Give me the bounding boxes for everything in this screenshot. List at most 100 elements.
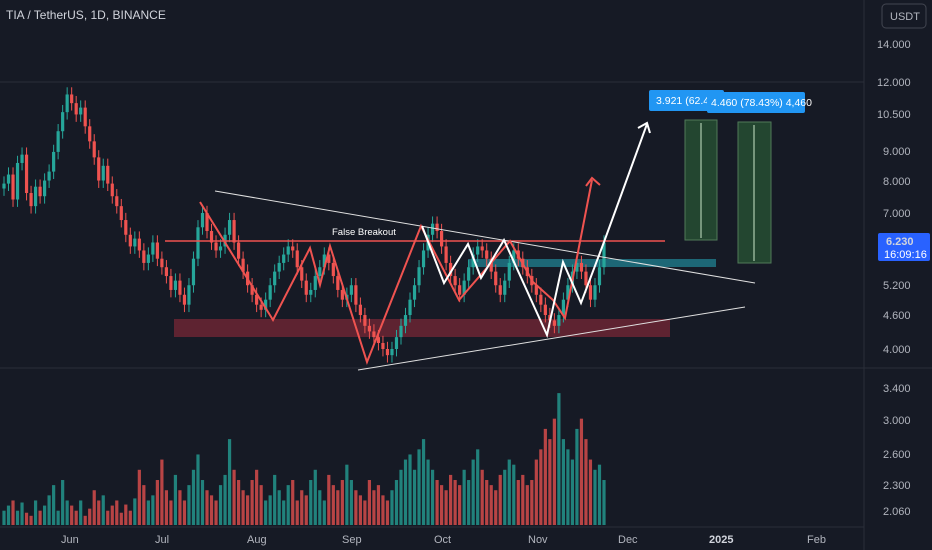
candle-body [588,285,593,300]
volume-bar [458,485,462,525]
candle-body [313,276,317,290]
candle-body [33,186,38,207]
candle-body [24,154,29,194]
volume-bar [15,510,20,525]
volume-bar [61,480,65,525]
volume-bar [381,495,385,525]
vol-tick-2600: 2.600 [883,449,911,461]
volume-bar [43,505,47,525]
candle-body [354,285,358,305]
candle-body [88,126,92,142]
candle-body [507,262,511,281]
candle-body [101,165,105,181]
candle-body [155,242,159,259]
target-label-1-box[interactable] [649,90,724,111]
upper-trendline [214,190,756,284]
volume-bar [133,498,137,525]
volume-bar [164,490,169,525]
white-arrow-head [637,121,651,134]
volume-bar [557,393,561,525]
candle-body [309,289,313,295]
currency-button[interactable] [881,3,927,29]
candle-body [29,193,33,207]
candle-body [11,174,15,200]
volume-bar [512,464,516,525]
white-zigzag [421,123,648,339]
candle-body [259,304,263,310]
volume-bar [570,459,575,525]
candle-body [119,206,123,221]
candle-body [227,220,232,235]
target-label-2-box[interactable] [707,92,805,113]
volume-bar [142,485,146,525]
candle-body [196,227,200,259]
candle-body [47,171,51,181]
candle-body [467,267,471,281]
volume-bar [65,500,69,525]
volume-bar [412,469,417,525]
candle-body [282,254,286,263]
candle-body [593,285,597,300]
volume-bar [304,495,308,525]
red-zigzag [199,179,593,365]
volume-bar [336,490,340,525]
vol-tick-3400: 3.400 [883,383,911,395]
candle-body [539,294,543,305]
candle-body [340,289,344,300]
candle-body [241,258,245,272]
candle-body [178,280,182,295]
volume-bar [494,490,498,525]
candle-body [79,107,83,115]
volume-bar [264,500,268,525]
countdown: 16:09:16 [884,249,927,261]
volume-bar [137,469,141,525]
candle-body [61,112,65,132]
volume-bar [182,500,187,525]
volume-bar [327,474,331,525]
volume-bar [97,500,101,525]
candle-body [417,267,421,286]
volume-bar [88,508,92,525]
volume-bar [218,485,223,525]
volume-bar [516,480,520,525]
volume-bar [29,515,33,525]
volume-bar [467,480,471,525]
volume-bar [579,418,584,525]
candle-body [503,280,507,295]
volume-bar [178,490,182,525]
volume-bar [539,449,543,525]
volume-bar [318,490,322,525]
volume-bar [449,474,453,525]
volume-bar [331,485,335,525]
volume-bar [115,500,119,525]
candle-body [209,231,214,243]
candle-body [430,223,435,235]
volume-bar [56,510,60,525]
volume-bar [597,464,602,525]
volume-bar [385,500,390,525]
volume-bar [602,480,606,525]
last-price: 6.230 [886,236,914,248]
volume-bar [476,449,480,525]
support-zone [174,319,670,337]
candle-body [83,107,87,127]
x-tick-oct: Oct [434,534,451,546]
volume-bar [309,480,313,525]
candle-body [363,315,367,326]
candle-body [173,280,178,290]
candle-body [552,320,556,326]
candle-body [214,242,218,251]
candle-body [444,246,448,263]
volume-bar [354,490,358,525]
candle-body [471,254,475,268]
x-tick-sep: Sep [342,534,362,546]
candle-body [485,250,489,259]
vol-tick-2060: 2.060 [883,506,911,518]
volume-bar [593,469,597,525]
volume-bar [286,485,290,525]
volume-bar [372,490,376,525]
candle-body [561,299,565,316]
candle-body [597,267,602,286]
